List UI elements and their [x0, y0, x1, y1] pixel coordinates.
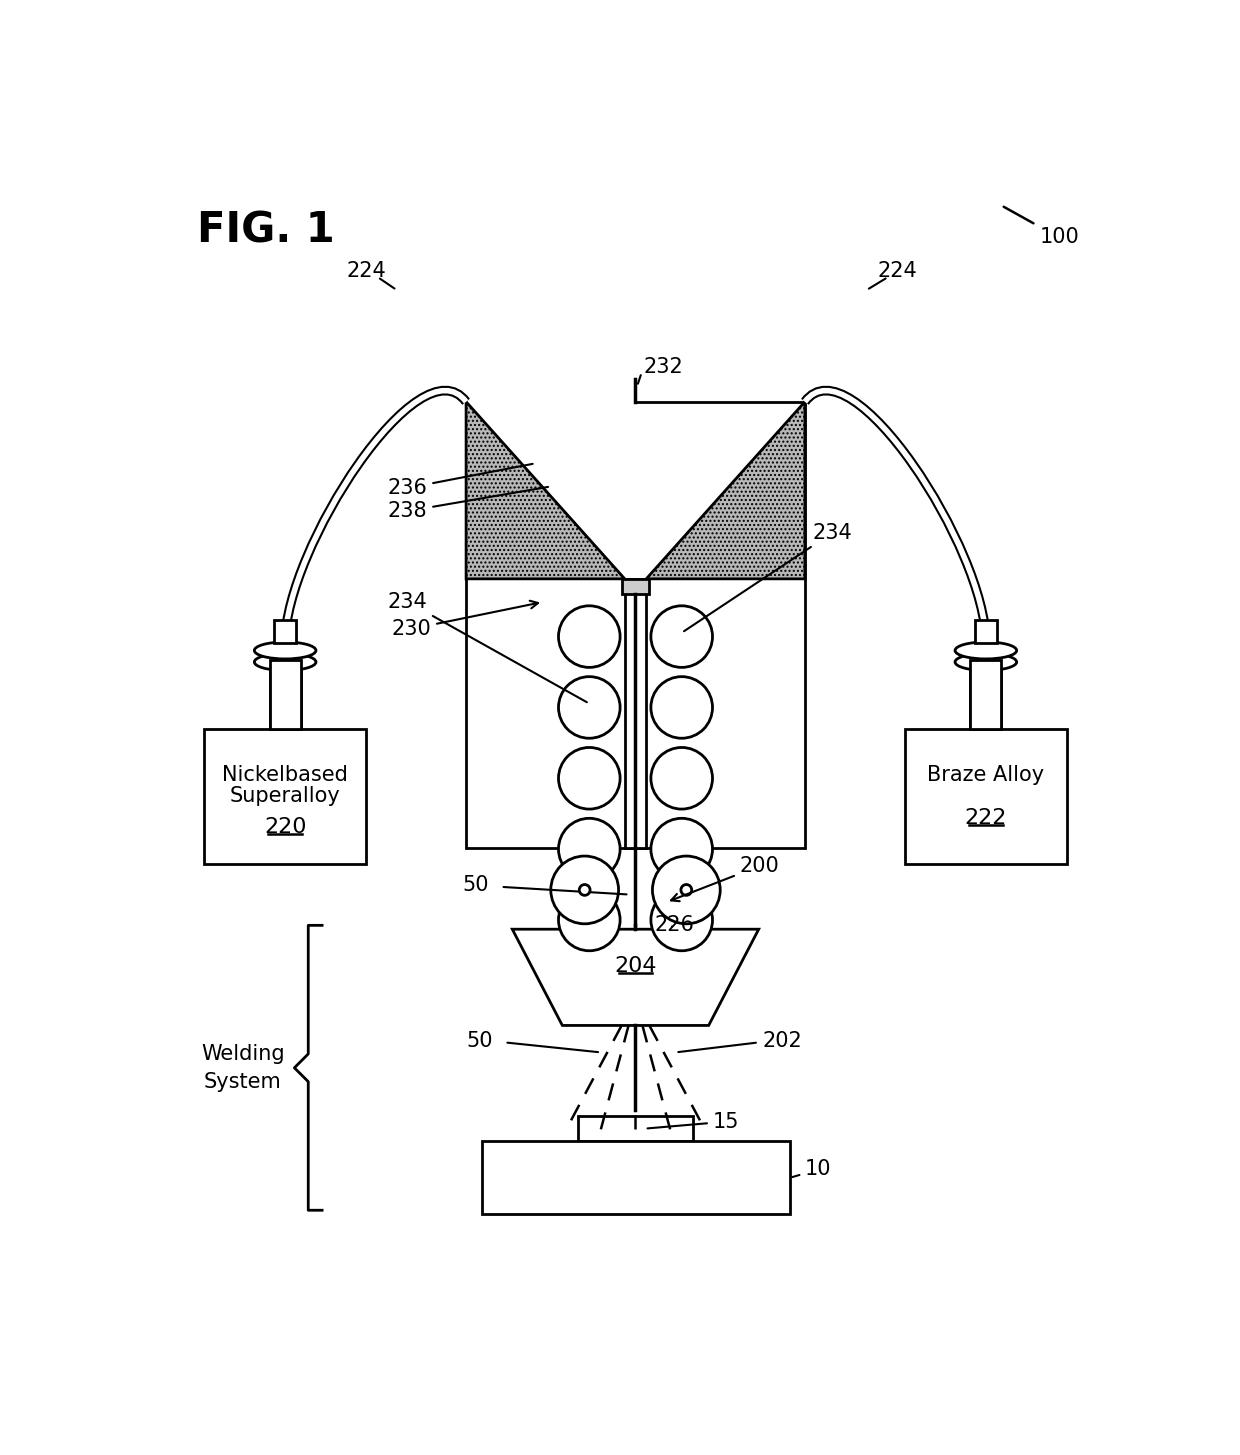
Bar [625, 579, 646, 848]
Circle shape [651, 605, 713, 668]
Bar [971, 659, 1001, 729]
Bar [905, 729, 1066, 864]
Polygon shape [646, 402, 805, 579]
Bar [270, 659, 300, 729]
Polygon shape [512, 930, 759, 1026]
Text: Braze Alloy: Braze Alloy [928, 765, 1044, 786]
Bar [578, 1116, 693, 1141]
Text: Superalloy: Superalloy [229, 786, 341, 806]
Text: 222: 222 [965, 808, 1007, 828]
Text: 226: 226 [655, 915, 694, 936]
Text: 234: 234 [388, 592, 587, 703]
Text: 10: 10 [792, 1160, 831, 1180]
Text: 200: 200 [671, 856, 779, 901]
Text: Welding: Welding [201, 1043, 285, 1064]
Bar [971, 659, 1001, 729]
Text: 15: 15 [647, 1112, 739, 1132]
Text: 220: 220 [264, 816, 306, 837]
Bar [205, 729, 366, 864]
Text: 232: 232 [644, 356, 683, 377]
Text: 224: 224 [878, 260, 918, 281]
Circle shape [579, 885, 590, 895]
Text: 224: 224 [346, 260, 386, 281]
Polygon shape [466, 402, 635, 579]
Circle shape [558, 605, 620, 668]
Text: 100: 100 [1040, 227, 1080, 247]
Circle shape [651, 889, 713, 950]
Bar [466, 402, 805, 848]
Text: 202: 202 [763, 1030, 802, 1051]
Bar [622, 579, 649, 594]
Text: 204: 204 [614, 956, 657, 976]
Bar [270, 659, 300, 729]
Ellipse shape [254, 642, 316, 659]
Bar [274, 620, 296, 643]
Bar [270, 659, 300, 729]
Text: Nickelbased: Nickelbased [222, 765, 348, 786]
Circle shape [551, 856, 619, 924]
Text: 238: 238 [388, 487, 548, 521]
Polygon shape [466, 402, 625, 579]
Circle shape [558, 889, 620, 950]
Circle shape [651, 748, 713, 809]
Circle shape [652, 856, 720, 924]
Text: 230: 230 [392, 601, 538, 639]
Ellipse shape [254, 653, 316, 671]
Bar [481, 1141, 790, 1213]
Text: System: System [203, 1072, 281, 1091]
Circle shape [558, 748, 620, 809]
Text: 50: 50 [466, 1030, 494, 1051]
Ellipse shape [955, 653, 1017, 671]
Circle shape [651, 818, 713, 880]
Bar [971, 659, 1001, 729]
Text: 234: 234 [684, 522, 852, 631]
Ellipse shape [955, 642, 1017, 659]
Text: 236: 236 [388, 464, 533, 498]
Text: 50: 50 [463, 874, 490, 895]
Circle shape [558, 677, 620, 738]
Circle shape [558, 818, 620, 880]
Circle shape [681, 885, 692, 895]
Text: FIG. 1: FIG. 1 [197, 210, 335, 252]
Bar [975, 620, 997, 643]
Circle shape [651, 677, 713, 738]
